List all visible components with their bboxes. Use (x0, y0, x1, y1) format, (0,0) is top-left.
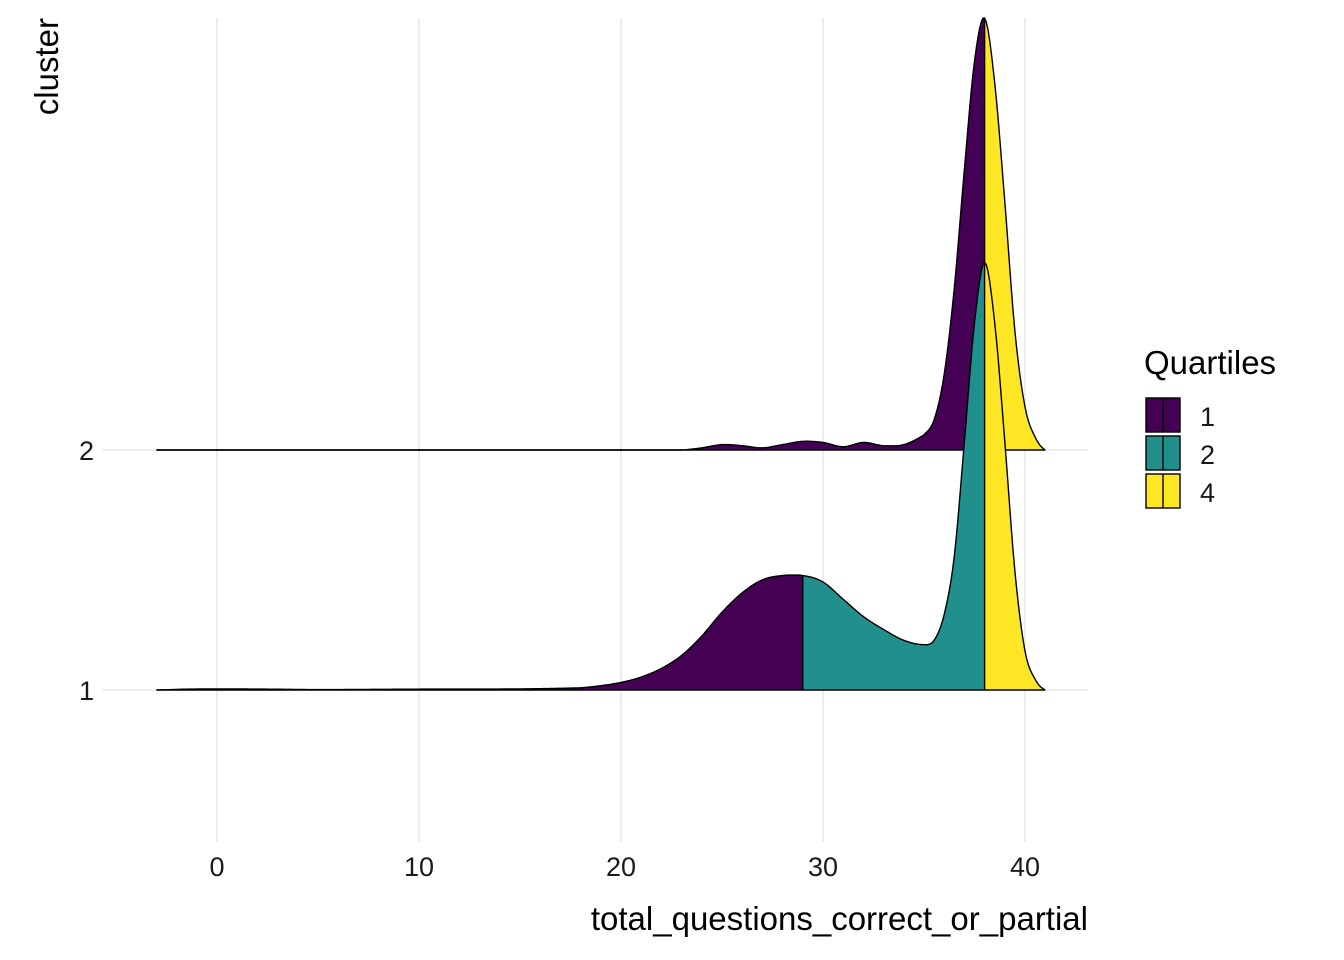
x-tick-label: 0 (209, 852, 224, 882)
quartile-segment-1 (156, 18, 985, 450)
quartile-segment-2 (984, 18, 1046, 450)
x-tick-label: 10 (404, 852, 434, 882)
axis-ticks: 0 10 20 30 40 1 2 (79, 436, 1040, 882)
quartile-segment-1 (156, 575, 803, 690)
x-tick-label: 30 (808, 852, 838, 882)
quartile-segment-2 (802, 262, 985, 690)
y-tick-label: 2 (79, 436, 94, 466)
legend-label: 1 (1200, 402, 1215, 432)
density-ridges (156, 17, 1046, 691)
y-axis-title: cluster (28, 18, 65, 115)
legend-entry: 4 (1145, 473, 1215, 509)
legend-label: 2 (1200, 440, 1215, 470)
x-tick-label: 20 (606, 852, 636, 882)
legend-title: Quartiles (1144, 344, 1276, 381)
x-tick-label: 40 (1010, 852, 1040, 882)
quartile-segment-3 (984, 262, 1046, 690)
ridge-cluster-1 (156, 261, 1046, 691)
legend-entry: 1 (1145, 397, 1215, 433)
ridge-cluster-2 (156, 17, 1046, 451)
y-tick-label: 1 (79, 676, 94, 706)
legend: Quartiles 1 2 4 (1144, 344, 1276, 509)
legend-entry: 2 (1145, 435, 1215, 471)
legend-label: 4 (1200, 478, 1215, 508)
density-outline (156, 261, 1046, 691)
x-axis-title: total_questions_correct_or_partial (591, 900, 1088, 937)
density-outline (156, 17, 1046, 451)
